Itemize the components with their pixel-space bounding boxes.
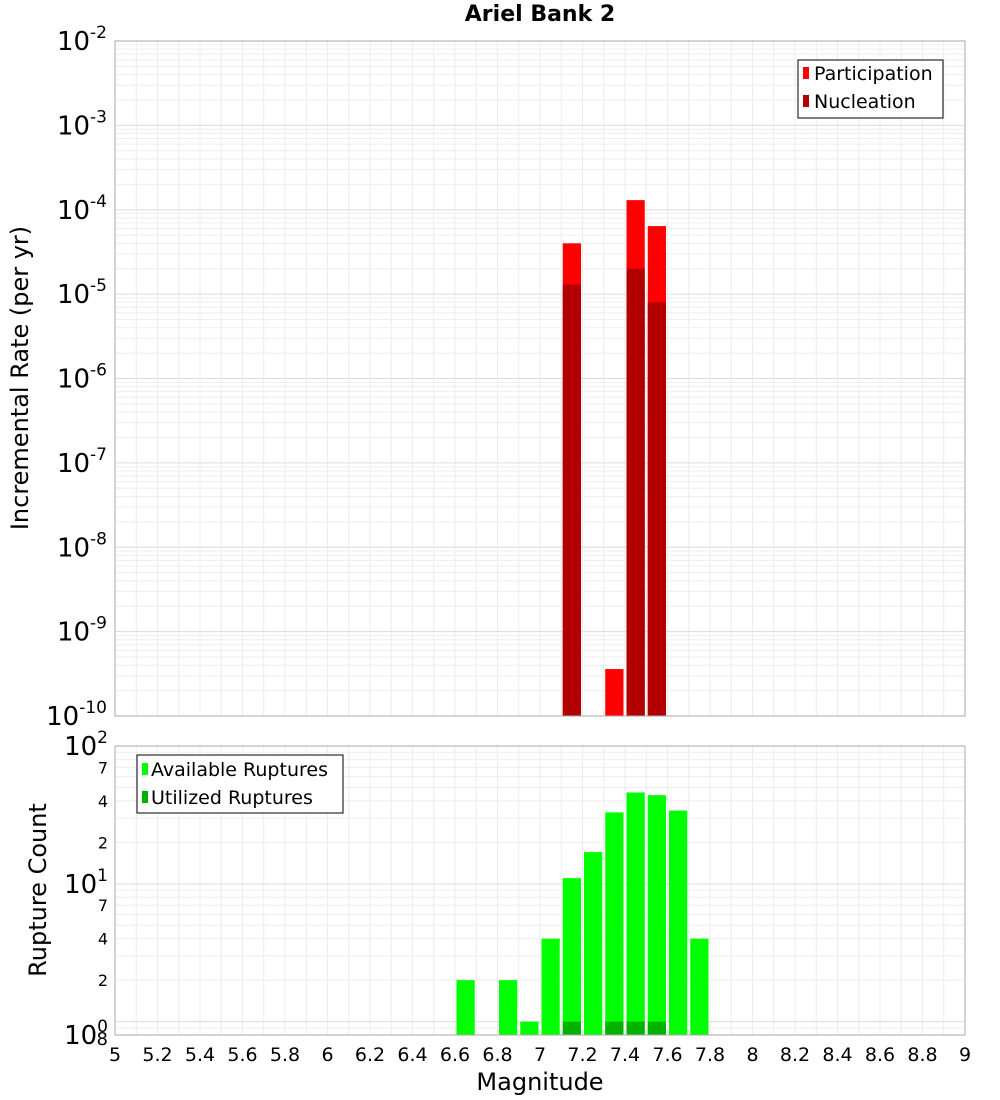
top-bars: [562, 200, 666, 717]
top-bar-nucleation: [647, 302, 666, 716]
bottom-y-tick-minor: 7: [98, 896, 108, 915]
x-tick-label: 8.4: [822, 1044, 852, 1066]
bottom-bar-available-ruptures: [520, 1021, 539, 1035]
top-y-tick-label: 10-3: [57, 107, 107, 141]
legend-label-utilized-ruptures: Utilized Ruptures: [151, 787, 313, 809]
bottom-bar-available-ruptures: [690, 938, 709, 1035]
legend-swatch-nucleation: [803, 95, 809, 107]
bottom-y-tick-minor: 4: [98, 930, 108, 949]
x-tick-label: 6.8: [482, 1044, 512, 1066]
bottom-y-tick-minor: 7: [98, 758, 108, 777]
bottom-bar-available-ruptures: [605, 812, 624, 1035]
top-y-axis-label: Incremental Rate (per yr): [6, 226, 34, 530]
x-tick-label: 7.4: [610, 1044, 640, 1066]
bottom-bar-available-ruptures: [499, 980, 518, 1035]
top-bar-participation: [605, 669, 624, 716]
bottom-y-tick-major: 101: [64, 866, 108, 900]
top-y-tick-label: 10-7: [57, 445, 107, 479]
bottom-bar-available-ruptures: [626, 792, 645, 1035]
top-legend-box: [797, 59, 944, 119]
top-y-ticks: 10-10 10-9 10-8 10-7 10-6 10-5 10-4 10-3 10-2: [46, 23, 107, 732]
legend-label-nucleation: Nucleation: [814, 91, 916, 113]
top-plot-frame: [114, 40, 966, 717]
legend-swatch-utilized-ruptures: [142, 791, 148, 803]
bottom-y-tick-major: 102: [64, 728, 108, 762]
chart-title: Ariel Bank 2: [464, 2, 616, 27]
legend-swatch-available-ruptures: [142, 763, 148, 775]
bottom-bars: [456, 792, 709, 1035]
bottom-grid: [114, 745, 966, 1036]
bottom-bar-available-ruptures: [541, 938, 560, 1035]
top-y-tick-label: 10-10: [46, 698, 107, 732]
legend-swatch-participation: [803, 67, 809, 79]
top-y-tick-label: 10-5: [57, 276, 107, 310]
bottom-legend-box: [136, 754, 344, 814]
x-tick-label: 8.6: [865, 1044, 895, 1066]
bottom-bar-available-ruptures: [584, 852, 603, 1035]
top-y-tick-label: 10-6: [57, 361, 107, 395]
bottom-bar-utilized-ruptures: [626, 1021, 645, 1035]
x-tick-label: 6.2: [355, 1044, 385, 1066]
top-y-tick-label: 10-4: [57, 192, 107, 226]
bottom-bar-available-ruptures: [669, 810, 688, 1035]
x-tick-label: 5.4: [185, 1044, 215, 1066]
bottom-plot-frame: [114, 745, 966, 1036]
bottom-bar-available-ruptures: [562, 878, 581, 1035]
x-tick-label: 6.4: [397, 1044, 427, 1066]
legend-label-participation: Participation: [814, 63, 933, 85]
top-legend: Participation Nucleation: [797, 59, 944, 119]
x-tick-label: 7.2: [567, 1044, 597, 1066]
bottom-legend: Available Ruptures Utilized Ruptures: [136, 754, 344, 814]
top-bar-nucleation: [562, 284, 581, 716]
x-tick-label: 7: [534, 1044, 546, 1066]
x-tick-label: 8.2: [780, 1044, 810, 1066]
top-y-tick-label: 10-2: [57, 23, 107, 57]
bottom-bar-available-ruptures: [456, 980, 475, 1035]
x-tick-label: 5.2: [142, 1044, 172, 1066]
x-tick-label: 8.8: [907, 1044, 937, 1066]
bottom-bar-utilized-ruptures: [605, 1021, 624, 1035]
legend-label-available-ruptures: Available Ruptures: [151, 759, 328, 781]
x-tick-label: 7.8: [695, 1044, 725, 1066]
x-axis-label: Magnitude: [476, 1068, 603, 1096]
x-tick-label: 5.6: [227, 1044, 257, 1066]
x-tick-label: 7.6: [652, 1044, 682, 1066]
bottom-y-tick-minor: 4: [98, 792, 108, 811]
x-tick-label: 9: [959, 1044, 971, 1066]
top-bar-nucleation: [626, 268, 645, 716]
top-y-tick-label: 10-9: [57, 614, 107, 648]
bottom-y-tick-minor: 8: [97, 1029, 108, 1050]
x-tick-label: 8: [746, 1044, 758, 1066]
bottom-bar-utilized-ruptures: [647, 1021, 666, 1035]
x-tick-label: 5.8: [270, 1044, 300, 1066]
bottom-y-axis-label: Rupture Count: [24, 803, 52, 977]
top-y-tick-label: 10-8: [57, 529, 107, 563]
bottom-y-tick-major: 100: [64, 1017, 108, 1051]
bottom-y-tick-minor: 2: [98, 971, 108, 990]
x-tick-label: 5: [109, 1044, 121, 1066]
bottom-bar-available-ruptures: [647, 795, 666, 1035]
bottom-y-tick-minor: 2: [98, 833, 108, 852]
bottom-bar-utilized-ruptures: [562, 1021, 581, 1035]
top-grid: [114, 40, 966, 717]
x-tick-label: 6.6: [440, 1044, 470, 1066]
x-tick-label: 6: [321, 1044, 333, 1066]
x-ticks: 5 5.2 5.4 5.6 5.8 6 6.2 6.4 6.6 6.8 7 7.2 7.4 7.6 7.8 8…: [109, 1044, 971, 1066]
